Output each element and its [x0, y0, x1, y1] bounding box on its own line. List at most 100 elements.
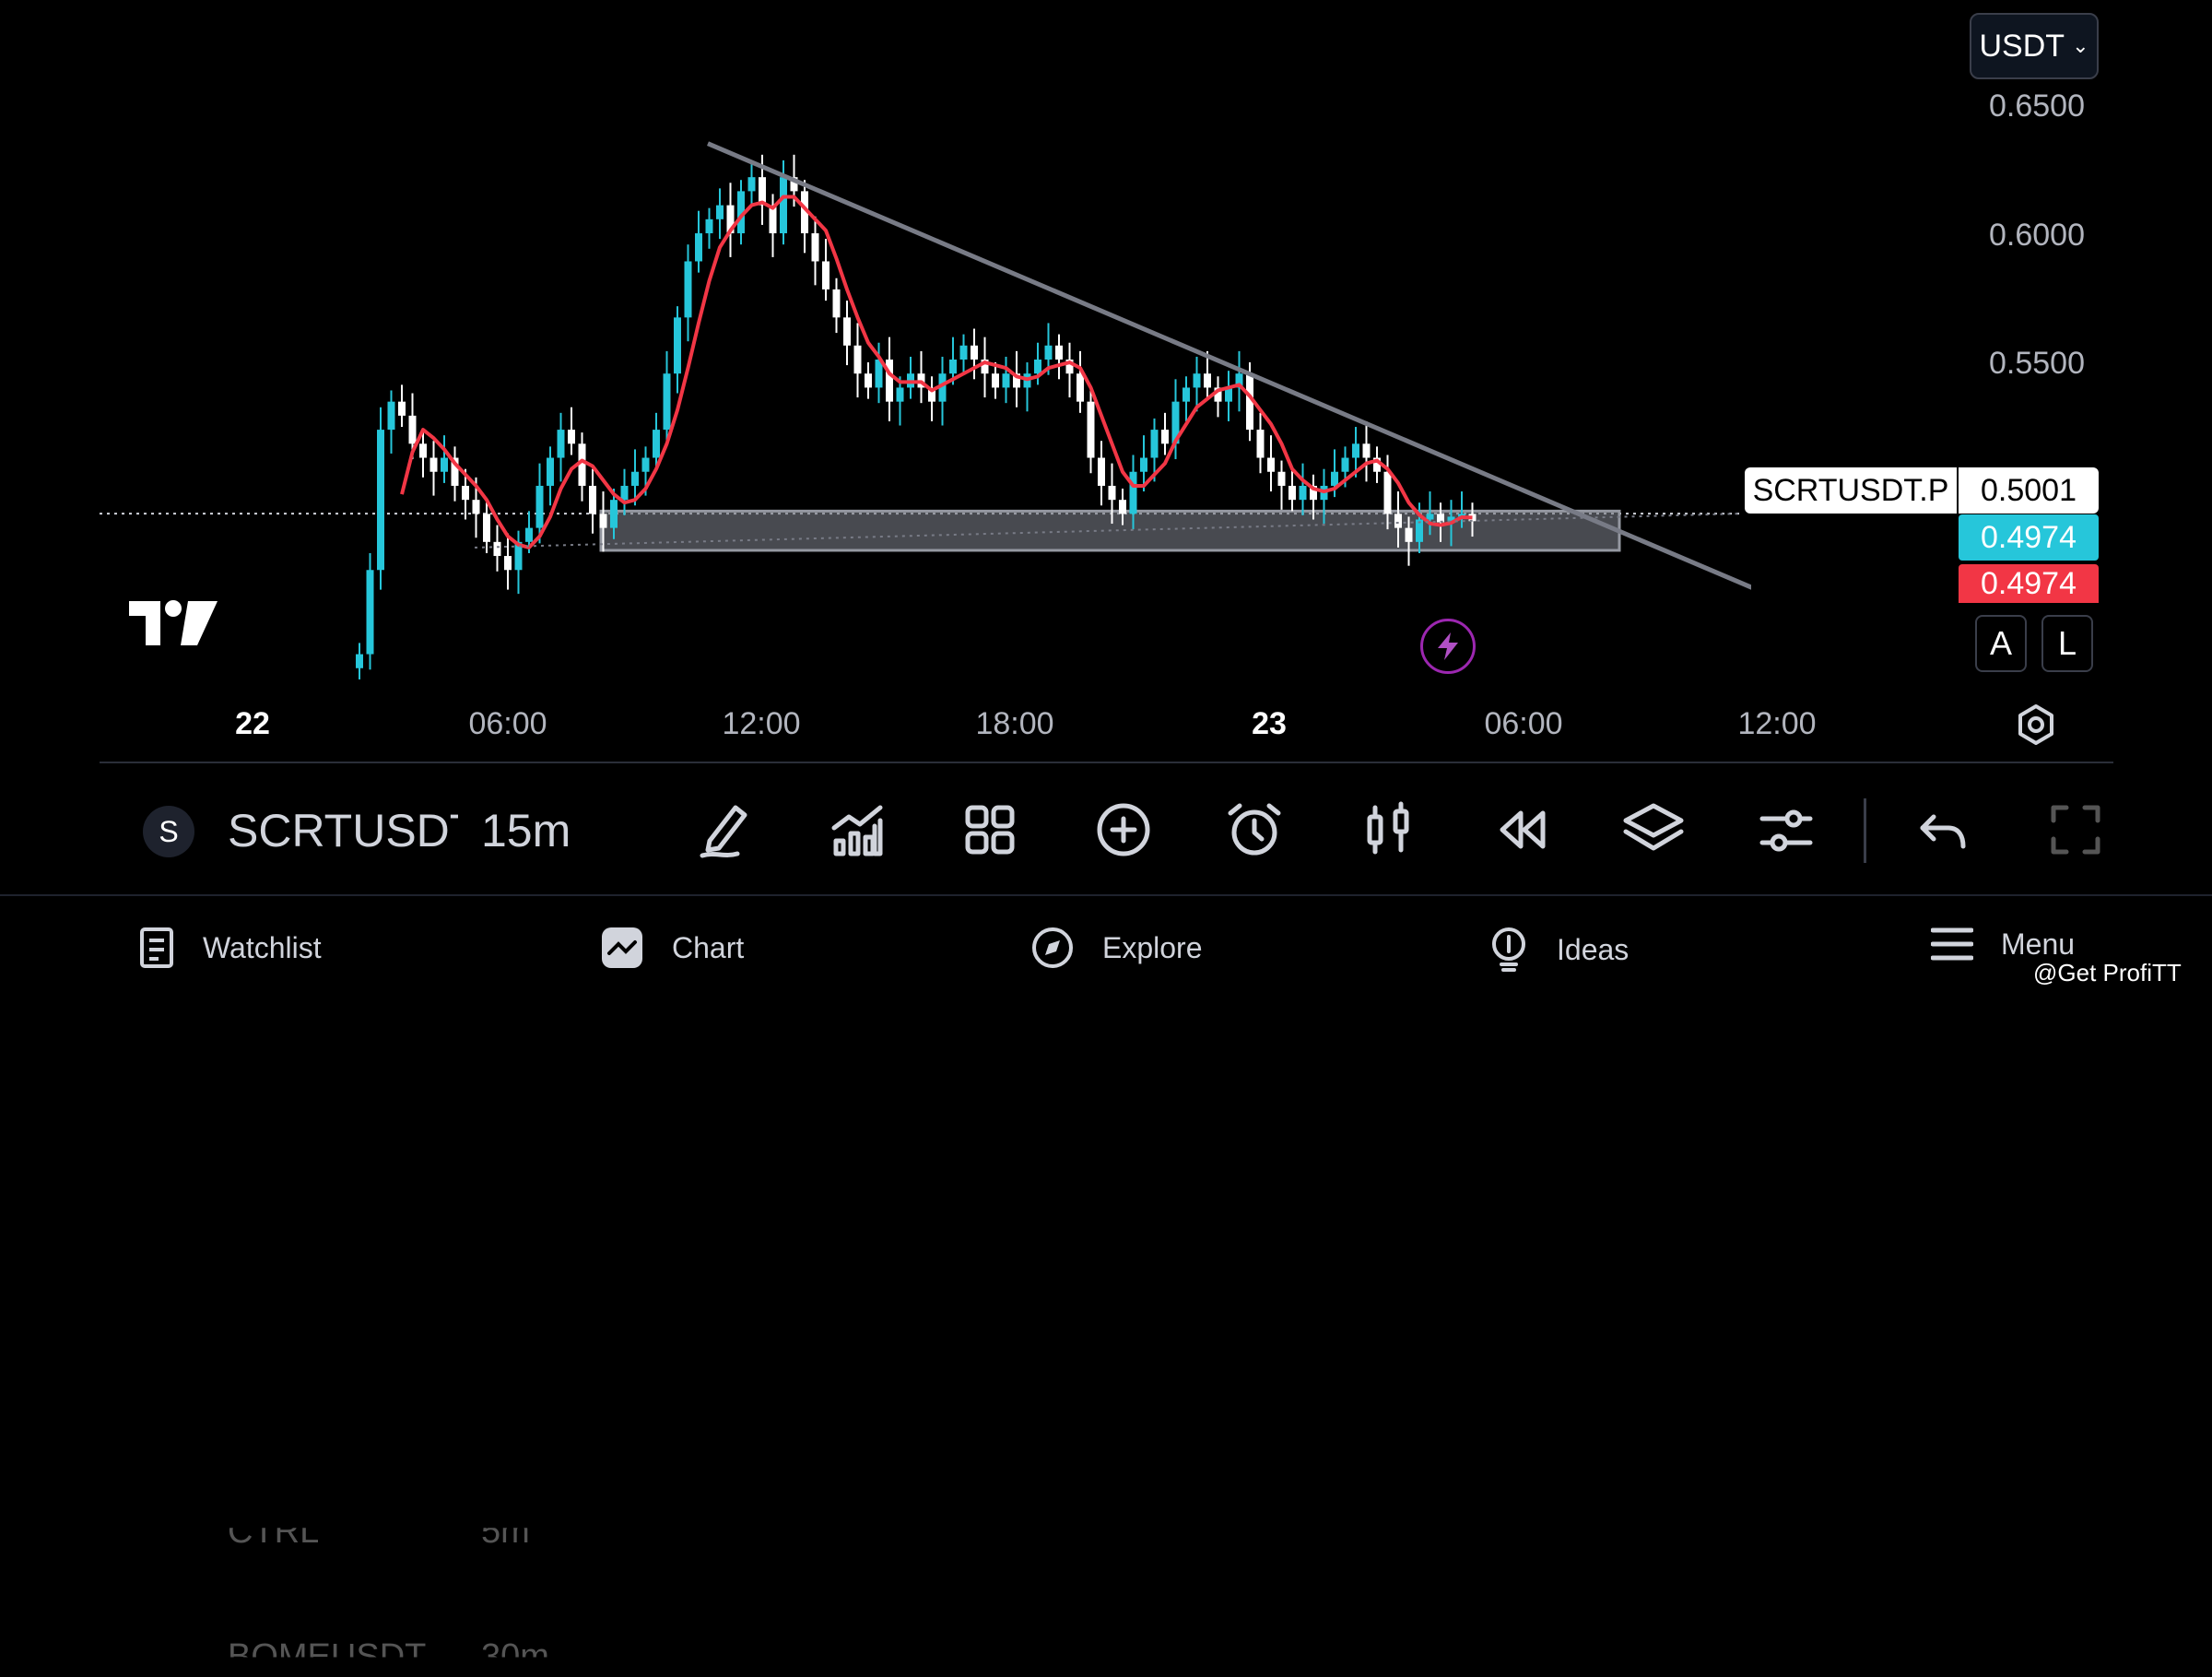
candle-body — [705, 218, 713, 234]
candle-body — [674, 317, 681, 374]
price-label: 0.6000 — [1989, 218, 2085, 253]
currency-button[interactable]: USDT ⌄ — [1970, 13, 2099, 79]
indicators-icon[interactable] — [825, 797, 891, 863]
descending-trendline — [707, 141, 1751, 590]
candle-body — [620, 485, 629, 501]
candle-body — [1108, 485, 1116, 501]
candle-body — [949, 360, 957, 374]
candle-body — [356, 654, 363, 668]
interval-wheel-prev[interactable]: 5m — [481, 1512, 530, 1551]
interval-selector[interactable]: 15m — [481, 805, 571, 856]
undo-icon[interactable] — [1910, 797, 1976, 863]
log-scale-button[interactable]: L — [2041, 615, 2093, 672]
candle-body — [514, 541, 523, 571]
candle-body — [822, 261, 830, 289]
layers-icon[interactable] — [1620, 797, 1687, 863]
divider — [100, 762, 2113, 763]
nav-menu-label: Menu — [2001, 927, 2076, 961]
candle-body — [1161, 430, 1169, 444]
candle-body — [1299, 485, 1307, 501]
symbol-wheel-next[interactable]: BOMEUSDT — [228, 1637, 427, 1676]
candle-body — [1288, 485, 1296, 501]
candle-body — [366, 570, 374, 655]
candle-body — [1087, 401, 1095, 458]
candle-body — [875, 360, 883, 388]
candle-body — [1044, 345, 1053, 360]
watermark: @Get ProfiTT — [2033, 959, 2182, 986]
time-label: 12:00 — [722, 706, 801, 741]
moving-average-line — [400, 195, 1473, 549]
candle-body — [1077, 373, 1084, 402]
candle-body — [641, 457, 650, 472]
candle-body — [1034, 360, 1041, 374]
candle-body — [1437, 514, 1444, 523]
nav-ideas[interactable]: Ideas — [1488, 926, 1629, 974]
candle-body — [547, 457, 554, 486]
templates-icon[interactable] — [957, 797, 1023, 863]
candle-body — [483, 514, 490, 542]
candle-body — [769, 205, 777, 234]
candle-body — [663, 373, 671, 431]
candle-body — [1235, 373, 1243, 388]
candle-body — [1182, 387, 1190, 402]
candle-body — [1373, 457, 1381, 472]
candle-body — [462, 485, 469, 501]
candle-body — [896, 387, 904, 402]
candle-body — [865, 373, 872, 388]
alarm-icon[interactable] — [1221, 797, 1288, 863]
candle-body — [981, 360, 989, 374]
chart-area[interactable]: USDT ⌄ 0.6500 0.6000 0.5500 SCRTUSDT.P 0… — [0, 0, 2212, 756]
symbol-wheel-prev[interactable]: CTRL — [228, 1512, 320, 1551]
candle-body — [387, 401, 395, 431]
candle-body — [780, 177, 787, 234]
tradingview-logo-icon — [127, 597, 219, 654]
watchlist-icon — [138, 926, 175, 970]
candle-body — [610, 500, 618, 528]
nav-chart[interactable]: Chart — [600, 926, 744, 970]
candle-body — [419, 443, 427, 458]
lightbulb-icon — [1488, 926, 1529, 974]
candle-body — [377, 430, 384, 571]
current-price-tag: 0.5001 — [1959, 467, 2099, 514]
time-label: 23 — [1252, 706, 1287, 741]
chart-type-icon[interactable] — [1355, 797, 1421, 863]
nav-explore-label: Explore — [1102, 930, 1203, 964]
symbol-price-tag: SCRTUSDT.P — [1745, 467, 1957, 514]
price-chart[interactable] — [0, 0, 1751, 701]
symbol-selector[interactable]: SCRTUSDT.P — [228, 805, 458, 856]
fullscreen-icon[interactable] — [2042, 797, 2109, 863]
candle-body — [832, 289, 841, 318]
replay-icon[interactable] — [1488, 797, 1554, 863]
drawing-tools-icon[interactable] — [693, 797, 759, 863]
price-label: 0.6500 — [1989, 89, 2085, 124]
compass-icon — [1030, 926, 1075, 970]
symbol-logo-icon: S — [143, 806, 194, 857]
ask-price-tag: 0.4974 — [1959, 564, 2099, 603]
flash-icon[interactable] — [1420, 619, 1476, 674]
candle-body — [695, 233, 702, 262]
chart-settings-icon[interactable] — [1753, 797, 1819, 863]
candle-body — [1150, 430, 1159, 458]
add-icon[interactable] — [1090, 797, 1157, 863]
candle-body — [1426, 514, 1434, 520]
candle-body — [493, 541, 501, 557]
candle-body — [1225, 387, 1232, 402]
candle-body — [1129, 471, 1137, 514]
nav-explore[interactable]: Explore — [1030, 926, 1203, 970]
nav-menu[interactable]: Menu — [1931, 926, 2075, 963]
candle-body — [959, 345, 968, 360]
auto-scale-button[interactable]: A — [1975, 615, 2027, 672]
candle-body — [557, 430, 565, 458]
candle-body — [1204, 373, 1211, 388]
interval-wheel-next[interactable]: 30m — [481, 1637, 549, 1676]
candle-body — [726, 205, 735, 234]
settings-icon[interactable] — [2014, 703, 2058, 751]
hamburger-menu-icon — [1931, 926, 1973, 963]
candle-body — [886, 360, 893, 402]
candle-body — [441, 457, 448, 472]
nav-watchlist[interactable]: Watchlist — [138, 926, 322, 970]
candle-body — [938, 373, 947, 402]
candle-body — [992, 373, 999, 388]
candle-body — [971, 345, 978, 360]
candle-body — [1246, 373, 1253, 431]
